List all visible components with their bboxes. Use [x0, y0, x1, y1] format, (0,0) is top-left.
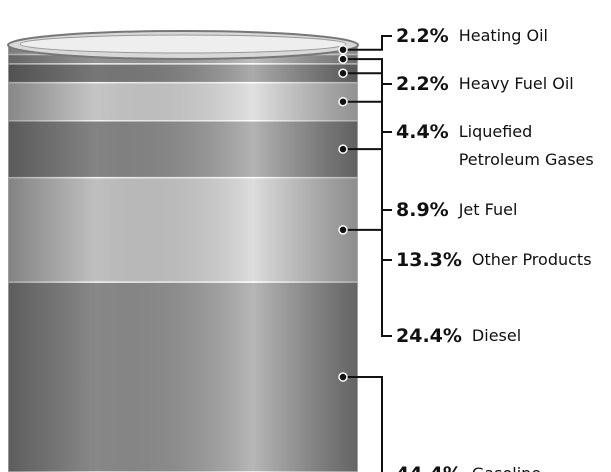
segment-label: 44.4% Gasoline: [396, 460, 611, 472]
value-label: 2.2%: [396, 22, 449, 50]
category-label: Liquefied Petroleum Gases: [459, 118, 609, 174]
segment-label: 24.4% Diesel: [396, 322, 611, 350]
category-label: Heating Oil: [459, 22, 609, 50]
segment-label: 8.9% Jet Fuel: [396, 196, 609, 224]
marker-dot: [339, 373, 347, 381]
marker-dot: [339, 69, 347, 77]
marker-dot: [339, 145, 347, 153]
chart: 2.2% Heating Oil 2.2% Heavy Fuel Oil 4.4% Liq…: [0, 0, 611, 472]
category-label: Jet Fuel: [459, 196, 609, 224]
segment-label: 2.2% Heavy Fuel Oil: [396, 70, 609, 98]
category-label: Other Products: [472, 246, 611, 274]
category-label: Gasoline: [472, 460, 611, 472]
marker-dot: [339, 98, 347, 106]
segment-label: 4.4% Liquefied Petroleum Gases: [396, 118, 609, 174]
value-label: 4.4%: [396, 118, 449, 146]
marker-dot: [339, 55, 347, 63]
value-label: 44.4%: [396, 460, 462, 472]
value-label: 24.4%: [396, 322, 462, 350]
marker-dot: [339, 226, 347, 234]
barrel-lid-inner: [20, 35, 346, 53]
category-label: Heavy Fuel Oil: [459, 70, 609, 98]
value-label: 2.2%: [396, 70, 449, 98]
marker-dot: [339, 46, 347, 54]
category-label: Diesel: [472, 322, 611, 350]
segment-label: 13.3% Other Products: [396, 246, 611, 274]
value-label: 8.9%: [396, 196, 449, 224]
barrel-shading: [8, 45, 358, 472]
segment-label: 2.2% Heating Oil: [396, 22, 609, 50]
value-label: 13.3%: [396, 246, 462, 274]
